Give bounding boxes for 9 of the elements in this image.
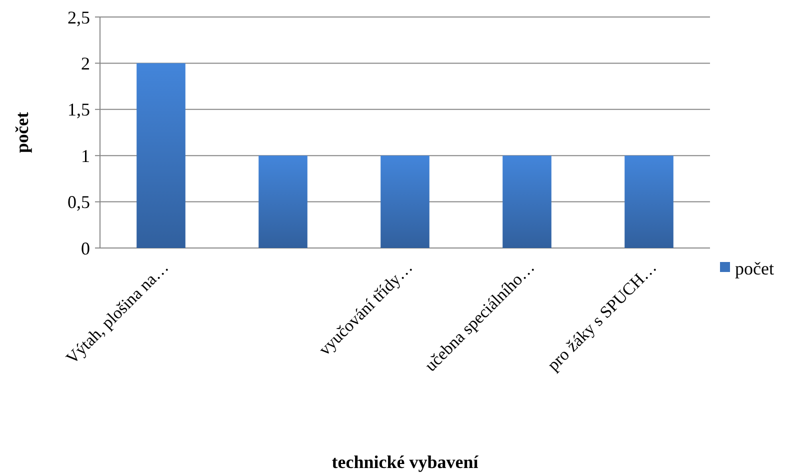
y-tick-label: 0,5 <box>68 192 90 212</box>
y-tick-label: 0 <box>81 238 90 258</box>
legend-label: počet <box>735 258 774 278</box>
y-tick-label: 2 <box>81 54 90 74</box>
y-tick-label: 1,5 <box>68 100 90 120</box>
y-tick-label: 2,5 <box>68 7 90 28</box>
y-tick-label: 1 <box>81 146 90 166</box>
y-axis-title: počet <box>12 112 32 153</box>
x-axis-title: technické vybavení <box>332 452 480 472</box>
